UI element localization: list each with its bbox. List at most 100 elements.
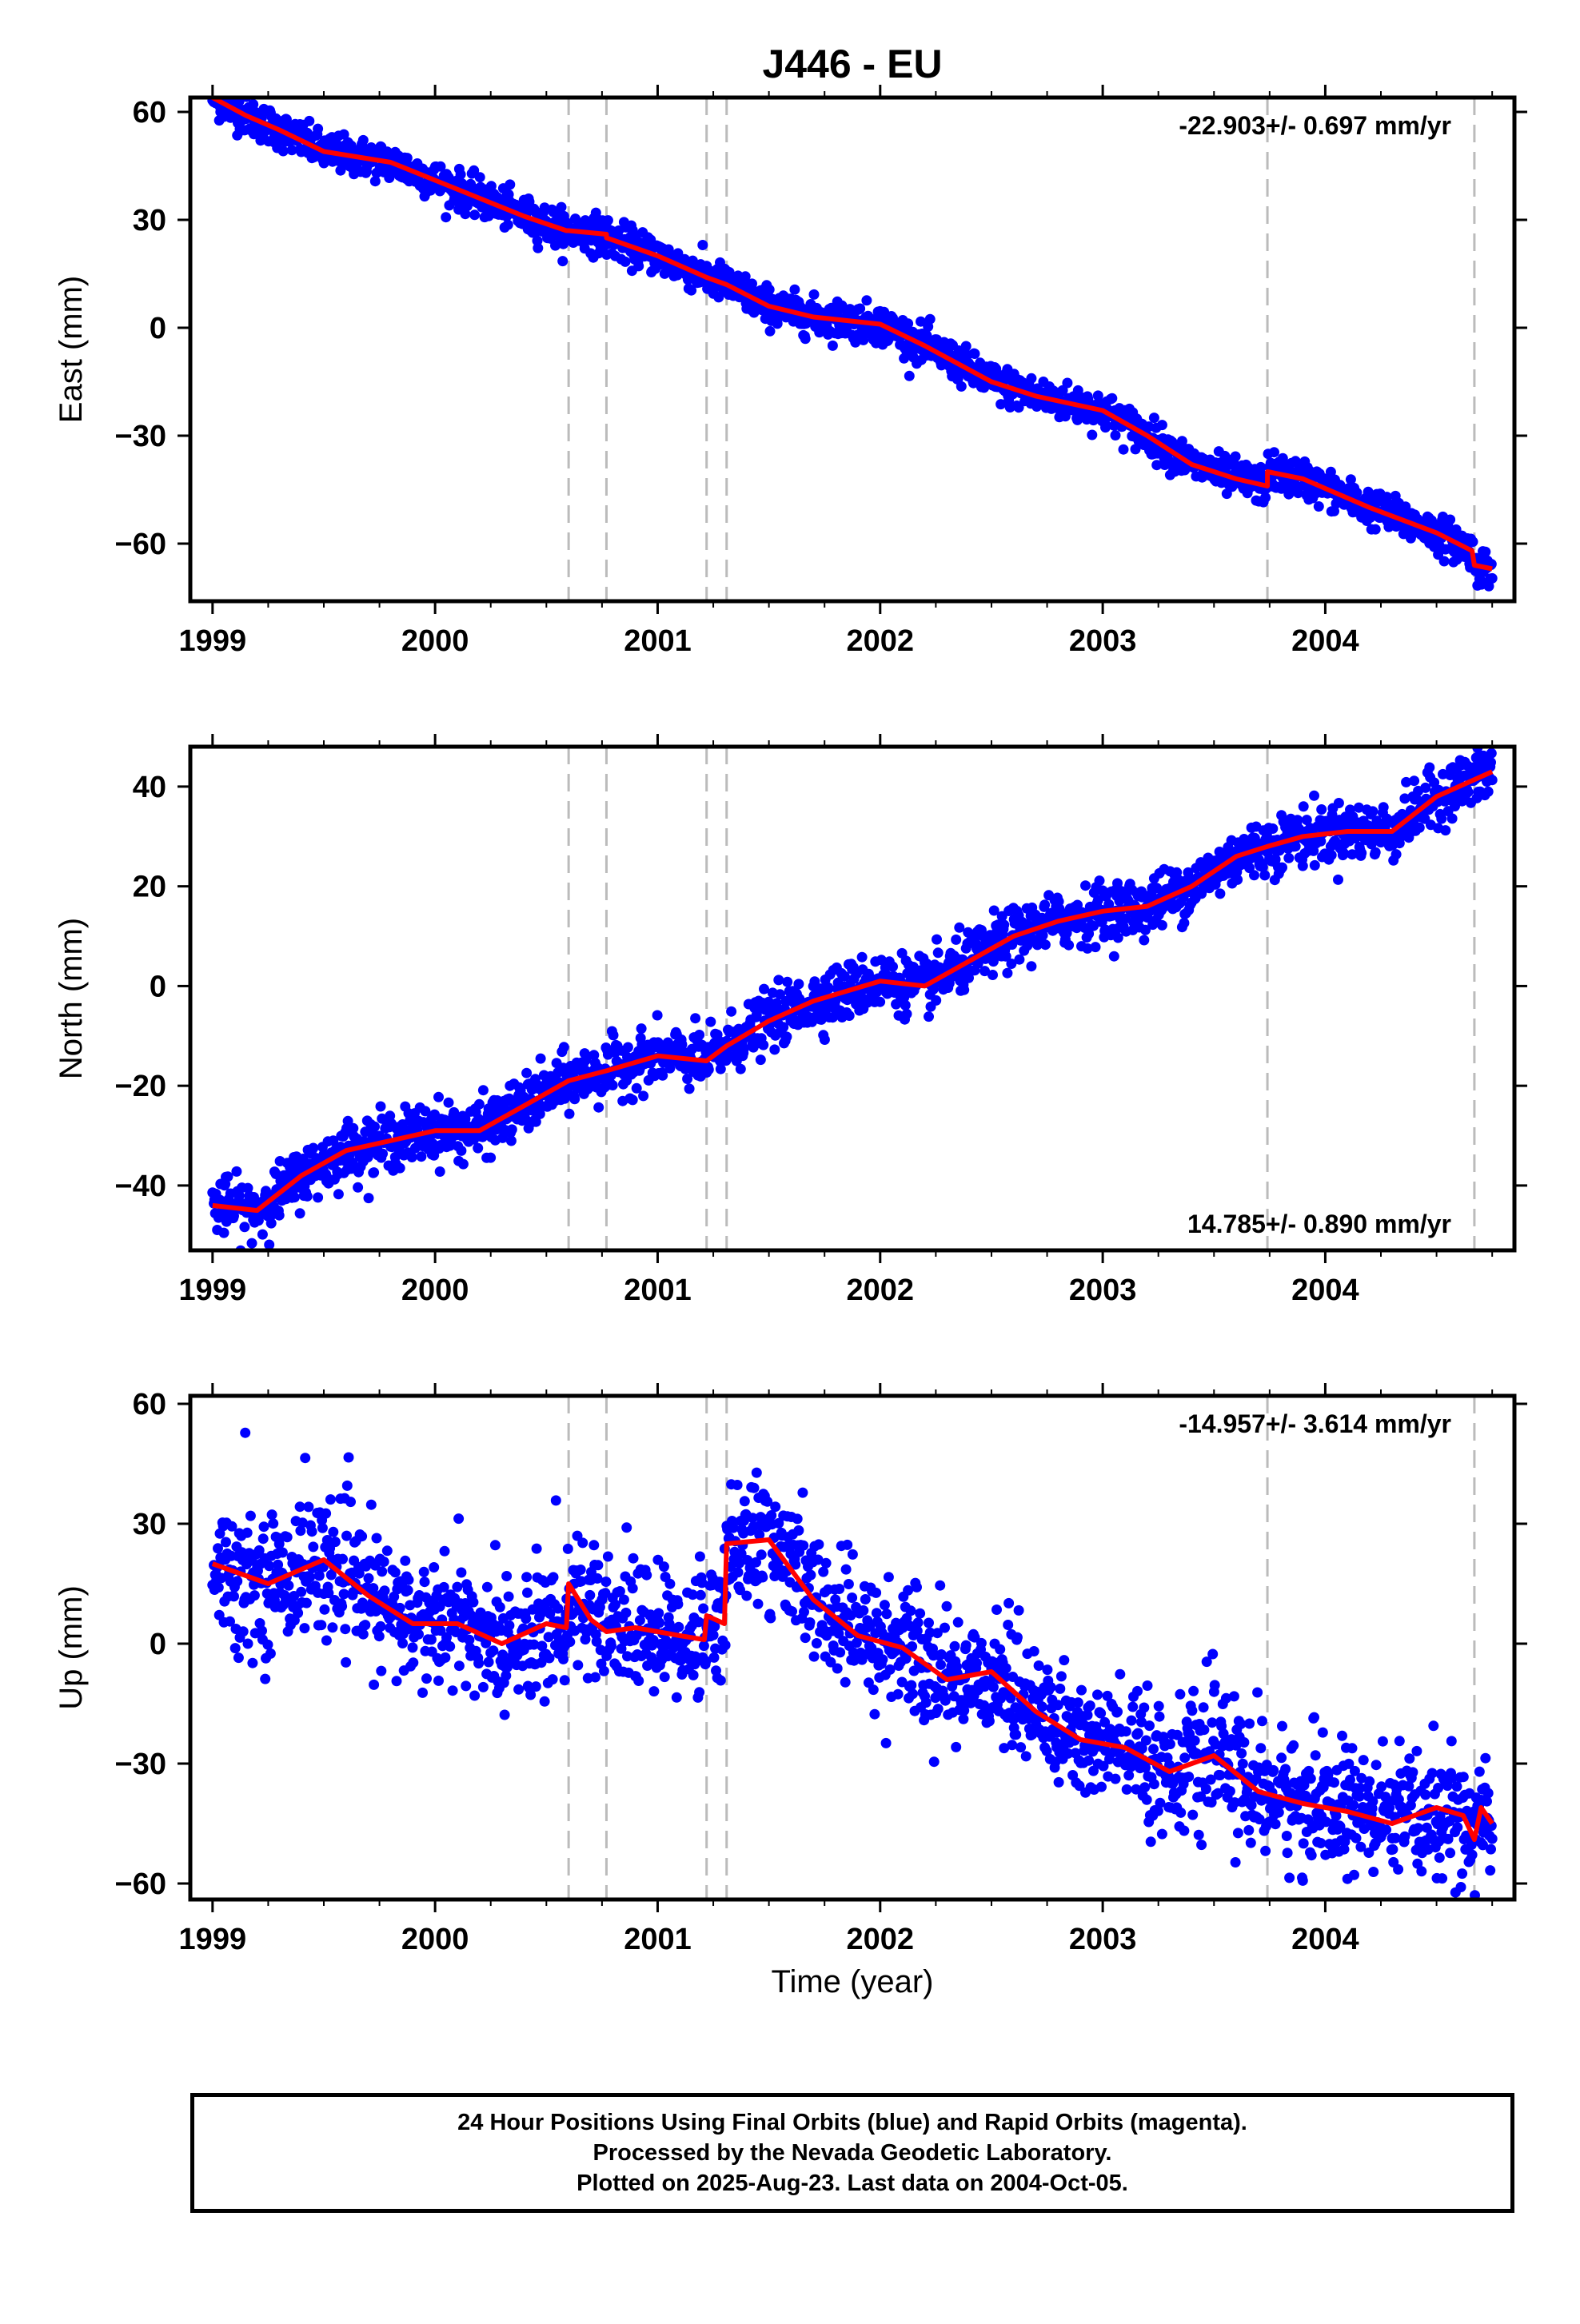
up-data-point xyxy=(420,1577,430,1587)
up-data-point xyxy=(337,1554,348,1565)
up-data-point xyxy=(694,1687,704,1697)
up-data-point xyxy=(341,1657,351,1668)
north-data-point xyxy=(536,1054,546,1064)
up-data-point xyxy=(733,1567,744,1577)
up-data-point xyxy=(488,1645,498,1656)
up-data-point xyxy=(490,1540,501,1550)
north-data-point xyxy=(458,1159,469,1170)
north-data-point xyxy=(1299,801,1309,811)
north-data-point xyxy=(433,1092,444,1102)
up-data-point xyxy=(695,1552,705,1562)
up-data-point xyxy=(468,1597,478,1608)
north-data-point xyxy=(902,1009,912,1019)
north-data-point xyxy=(1379,802,1389,812)
north-data-point xyxy=(857,952,868,963)
east-x-tick-label: 1999 xyxy=(179,624,247,658)
up-data-point xyxy=(797,1488,808,1498)
east-data-point xyxy=(956,381,967,392)
north-data-point xyxy=(999,919,1009,930)
up-data-point xyxy=(419,1567,429,1577)
north-data-point xyxy=(377,1149,388,1159)
up-data-point xyxy=(673,1622,684,1632)
up-data-point xyxy=(321,1509,331,1519)
up-data-point xyxy=(301,1598,312,1608)
east-data-point xyxy=(313,124,323,134)
east-data-point xyxy=(358,135,369,145)
north-data-point xyxy=(1334,798,1344,808)
north-data-point xyxy=(1014,955,1024,965)
up-data-point xyxy=(369,1680,379,1690)
north-data-point xyxy=(900,1000,911,1011)
east-data-point xyxy=(1119,444,1129,455)
up-data-point xyxy=(592,1560,603,1570)
north-data-point xyxy=(231,1166,241,1177)
north-data-point xyxy=(623,1042,633,1053)
north-data-point xyxy=(565,1109,575,1119)
up-data-point xyxy=(267,1509,277,1520)
east-data-point xyxy=(1260,492,1271,503)
up-data-point xyxy=(238,1626,249,1636)
north-y-tick-label: 0 xyxy=(150,970,166,1003)
up-data-point xyxy=(364,1573,374,1584)
up-data-point xyxy=(342,1481,353,1491)
up-data-point xyxy=(753,1599,764,1609)
up-data-point xyxy=(793,1525,804,1536)
north-data-point xyxy=(951,935,961,945)
east-data-point xyxy=(603,215,613,225)
up-data-point xyxy=(473,1658,484,1668)
up-data-point xyxy=(756,1549,767,1560)
east-data-point xyxy=(441,212,451,222)
up-data-point xyxy=(308,1541,318,1552)
up-data-point xyxy=(233,1652,244,1663)
up-data-point xyxy=(504,1620,514,1631)
east-data-point xyxy=(828,341,838,351)
north-data-point xyxy=(1095,875,1105,886)
up-data-point xyxy=(328,1527,338,1537)
up-data-point xyxy=(429,1562,439,1573)
up-data-point xyxy=(590,1672,600,1683)
up-data-point xyxy=(787,1606,797,1616)
up-data-point xyxy=(374,1631,385,1641)
east-x-tick-label: 2000 xyxy=(401,624,469,658)
up-data-point xyxy=(249,1590,260,1600)
up-data-point xyxy=(741,1591,752,1601)
east-rate-label: -22.903+/- 0.697 mm/yr xyxy=(1179,111,1451,140)
east-y-tick-label: 30 xyxy=(133,204,166,237)
up-data-point xyxy=(672,1599,683,1609)
north-data-point xyxy=(261,1186,271,1196)
north-data-point xyxy=(638,1090,648,1101)
east-data-point xyxy=(503,220,513,230)
up-data-point xyxy=(664,1579,675,1589)
up-data-point xyxy=(344,1453,354,1463)
up-data-point xyxy=(633,1676,644,1686)
east-y-tick-label: −30 xyxy=(115,420,166,453)
up-data-point xyxy=(798,1541,808,1551)
up-data-point xyxy=(408,1642,418,1652)
up-data-point xyxy=(376,1666,386,1676)
east-data-point xyxy=(505,179,515,189)
east-data-point xyxy=(633,261,644,271)
up-data-point xyxy=(540,1696,550,1707)
up-data-point xyxy=(319,1604,329,1615)
east-data-point xyxy=(1157,420,1167,430)
east-data-point xyxy=(1269,447,1279,457)
up-data-point xyxy=(247,1658,257,1668)
up-data-point xyxy=(258,1533,269,1544)
north-data-point xyxy=(1420,783,1430,793)
east-data-point xyxy=(1111,430,1121,440)
north-data-point xyxy=(888,962,898,972)
north-data-point xyxy=(456,1146,466,1156)
north-data-point xyxy=(1486,757,1496,767)
north-data-point xyxy=(1283,853,1294,863)
north-data-point xyxy=(1327,850,1337,860)
up-data-point xyxy=(757,1573,768,1583)
east-data-point xyxy=(800,333,811,344)
north-x-tick-label: 2004 xyxy=(1291,1274,1359,1307)
up-data-point xyxy=(708,1630,719,1640)
up-data-point xyxy=(501,1571,512,1581)
up-data-point xyxy=(732,1480,743,1490)
east-data-points xyxy=(207,81,1497,592)
north-data-point xyxy=(1109,951,1119,962)
